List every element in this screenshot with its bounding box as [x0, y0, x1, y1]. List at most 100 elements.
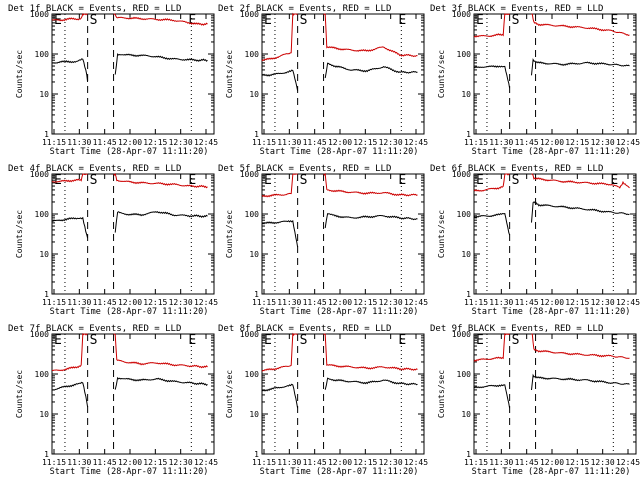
lld-series-line	[113, 172, 208, 189]
lld-series-line	[113, 13, 208, 26]
lld-series-line	[531, 333, 630, 359]
y-tick-label: 100	[35, 370, 50, 379]
y-tick-label: 1000	[30, 10, 49, 19]
panel-title: Det 3f BLACK = Events, RED = LLD	[430, 4, 603, 14]
x-tick-label: 12:00	[540, 138, 564, 147]
y-tick-label: 1000	[452, 10, 471, 19]
y-tick-label: 100	[245, 50, 260, 59]
x-tick-label: 12:15	[143, 138, 167, 147]
x-tick-label: 12:45	[194, 138, 218, 147]
lld-series-line	[323, 333, 418, 371]
y-tick-label: 10	[249, 90, 259, 99]
y-tick-label: 1	[466, 290, 471, 299]
x-tick-label: 12:15	[143, 298, 167, 307]
events-series-line	[261, 69, 299, 91]
end-marker-left: E	[476, 13, 484, 28]
x-tick-label: 11:15	[42, 458, 66, 467]
x-tick-label: 12:45	[194, 458, 218, 467]
lld-series-line	[531, 173, 630, 189]
x-axis-label: Start Time (28-Apr-07 11:11:20)	[50, 307, 209, 317]
lld-series-line	[323, 172, 418, 197]
panel-3: Det 3f BLACK = Events, RED = LLD 1 10 100 10…	[430, 4, 640, 157]
end-marker-right: E	[398, 13, 406, 28]
x-tick-label: 11:15	[252, 458, 276, 467]
y-axis-label: Counts/sec	[437, 50, 446, 98]
x-tick-label: 12:30	[169, 298, 193, 307]
y-tick-label: 1	[44, 450, 49, 459]
x-tick-label: 12:00	[328, 298, 352, 307]
events-series-line	[324, 377, 418, 390]
panel-7: Det 7f BLACK = Events, RED = LLD 1 10 100 10…	[8, 324, 218, 477]
y-tick-label: 1000	[452, 330, 471, 339]
plot-frame	[51, 333, 215, 455]
end-marker-left: E	[264, 333, 272, 348]
x-axis-label: Start Time (28-Apr-07 11:11:20)	[472, 307, 631, 317]
y-tick-label: 10	[461, 90, 471, 99]
x-tick-label: 11:45	[515, 298, 539, 307]
x-tick-label: 11:45	[93, 138, 117, 147]
x-tick-label: 11:30	[277, 458, 301, 467]
start-marker: S	[512, 333, 520, 348]
x-tick-label: 11:45	[303, 138, 327, 147]
panel-title: Det 2f BLACK = Events, RED = LLD	[218, 4, 391, 14]
events-series-line	[531, 58, 630, 76]
y-tick-label: 1	[466, 130, 471, 139]
end-marker-left: E	[54, 173, 62, 188]
x-tick-label: 11:30	[67, 458, 91, 467]
plot-frame	[261, 173, 425, 295]
lld-series-line	[531, 13, 630, 36]
lld-series-line	[473, 173, 510, 192]
y-tick-label: 10	[39, 250, 49, 259]
x-tick-label: 12:45	[404, 458, 428, 467]
y-tick-label: 1	[44, 130, 49, 139]
x-tick-label: 11:30	[67, 298, 91, 307]
x-tick-label: 12:15	[353, 298, 377, 307]
panel-title: Det 7f BLACK = Events, RED = LLD	[8, 324, 181, 334]
events-series-line	[51, 216, 89, 239]
y-tick-label: 10	[39, 90, 49, 99]
x-tick-label: 11:45	[515, 458, 539, 467]
x-tick-label: 12:45	[616, 138, 640, 147]
y-tick-label: 10	[461, 410, 471, 419]
plot-frame	[51, 13, 215, 135]
lld-series-line	[51, 173, 88, 183]
panel-4: Det 4f BLACK = Events, RED = LLD 1 10 100 10…	[8, 164, 218, 317]
end-marker-right: E	[610, 333, 618, 348]
y-tick-label: 1000	[30, 170, 49, 179]
start-marker: S	[90, 333, 98, 348]
end-marker-left: E	[264, 13, 272, 28]
events-series-line	[531, 373, 630, 391]
events-series-line	[114, 53, 208, 75]
y-axis-label: Counts/sec	[437, 370, 446, 418]
start-marker: S	[300, 333, 308, 348]
end-marker-right: E	[610, 173, 618, 188]
plot-frame	[51, 173, 215, 295]
x-tick-label: 11:45	[93, 298, 117, 307]
y-axis-label: Counts/sec	[15, 370, 24, 418]
y-tick-label: 1	[254, 450, 259, 459]
x-tick-label: 11:15	[42, 298, 66, 307]
x-tick-label: 12:45	[404, 298, 428, 307]
panel-1: Det 1f BLACK = Events, RED = LLD 1 10 100 10…	[8, 4, 218, 157]
x-tick-label: 12:00	[540, 298, 564, 307]
y-axis-label: Counts/sec	[15, 210, 24, 258]
start-marker: S	[300, 13, 308, 28]
y-tick-label: 10	[249, 410, 259, 419]
x-tick-label: 12:00	[328, 458, 352, 467]
lld-series-line	[473, 13, 510, 38]
y-tick-label: 1000	[452, 170, 471, 179]
y-tick-label: 10	[249, 250, 259, 259]
y-axis-label: Counts/sec	[225, 370, 234, 418]
events-series-line	[473, 212, 511, 236]
x-tick-label: 12:00	[118, 458, 142, 467]
events-series-line	[114, 376, 208, 390]
y-tick-label: 10	[461, 250, 471, 259]
y-tick-label: 100	[245, 210, 260, 219]
x-tick-label: 12:30	[591, 458, 615, 467]
y-tick-label: 100	[457, 50, 472, 59]
x-tick-label: 11:15	[464, 298, 488, 307]
y-tick-label: 1000	[240, 330, 259, 339]
panel-2: Det 2f BLACK = Events, RED = LLD 1 10 100 10…	[218, 4, 428, 157]
x-tick-label: 11:30	[489, 138, 513, 147]
events-series-line	[261, 219, 299, 248]
